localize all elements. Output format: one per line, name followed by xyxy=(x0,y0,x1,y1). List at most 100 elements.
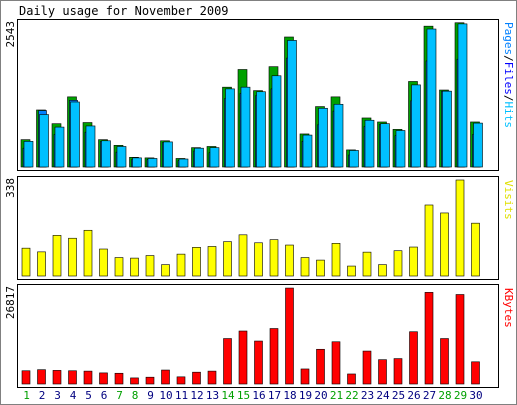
visits-panel-frame xyxy=(17,176,499,280)
visits-bar-day-15 xyxy=(238,234,248,277)
kbytes-bar-day-6 xyxy=(99,372,108,385)
kbytes-bar-day-18 xyxy=(285,287,294,385)
kbytes-bar-day-9 xyxy=(145,376,155,385)
legend-separator-1: / xyxy=(502,55,515,62)
legend-files: Files xyxy=(502,62,515,95)
hits-bar-day-29 xyxy=(457,23,468,168)
hits-bar-day-4 xyxy=(70,101,80,168)
visits-bar-day-19 xyxy=(300,257,310,277)
visits-bar-day-21 xyxy=(331,243,341,277)
visits-bar-day-17 xyxy=(269,239,279,277)
x-tick-label-day-25: 25 xyxy=(392,389,405,402)
hits-bar-day-6 xyxy=(101,140,111,168)
x-tick-label-day-6: 6 xyxy=(101,389,108,402)
kbytes-bar-day-28 xyxy=(440,338,449,385)
hits-bar-day-25 xyxy=(395,130,406,168)
visits-bar-day-11 xyxy=(176,253,186,277)
x-tick-label-day-7: 7 xyxy=(116,389,123,402)
kbytes-bar-day-5 xyxy=(83,370,93,385)
x-tick-label-day-20: 20 xyxy=(314,389,327,402)
x-tick-label-day-26: 26 xyxy=(407,389,420,402)
hits-bar-day-15 xyxy=(240,86,251,168)
kbytes-bar-day-22 xyxy=(347,373,356,385)
visits-bar-day-4 xyxy=(68,237,77,277)
visits-bar-day-28 xyxy=(440,212,449,277)
hits-bar-day-22 xyxy=(349,150,359,168)
kbytes-bar-day-27 xyxy=(424,292,434,385)
kbytes-bar-day-7 xyxy=(114,372,124,385)
hits-bar-day-26 xyxy=(411,84,421,168)
x-axis-labels: 1 2 3 4 5 6 7 8 9 10 11 12 13 14 15 16 17 18 19 20 21 22 23 24 2… xyxy=(23,389,482,402)
x-tick-label-day-8: 8 xyxy=(132,389,139,402)
hits-bar-day-18 xyxy=(287,40,297,168)
hits-bar-day-3 xyxy=(54,126,65,168)
kbytes-bar-day-23 xyxy=(362,350,372,385)
visits-bar-day-5 xyxy=(83,229,93,277)
x-tick-label-day-10: 10 xyxy=(159,389,172,402)
hits-bar-day-7 xyxy=(116,146,127,168)
x-tick-label-day-11: 11 xyxy=(175,389,188,402)
kbytes-bar-day-12 xyxy=(192,371,201,385)
kbytes-bar-day-30 xyxy=(471,361,480,385)
kbytes-bar-day-20 xyxy=(316,348,325,385)
hits-bar-day-19 xyxy=(302,134,313,168)
x-tick-label-day-15: 15 xyxy=(237,389,250,402)
x-tick-label-day-16: 16 xyxy=(252,389,265,402)
kbytes-ymax-label: 26817 xyxy=(4,286,17,319)
visits-bar-day-29 xyxy=(455,179,465,277)
kbytes-bar-day-1 xyxy=(21,370,31,385)
x-tick-label-day-4: 4 xyxy=(70,389,77,402)
hits-legend: Pages/Files/Hits xyxy=(502,22,515,128)
hits-bar-day-28 xyxy=(442,90,452,168)
visits-bar-day-25 xyxy=(393,250,403,277)
kbytes-panel-frame xyxy=(17,284,499,388)
legend-kbytes: KBytes xyxy=(502,288,515,328)
visits-bar-day-7 xyxy=(114,257,124,277)
visits-bar-day-30 xyxy=(471,222,480,277)
kbytes-bar-day-10 xyxy=(161,369,170,385)
kbytes-bar-day-13 xyxy=(207,370,217,385)
legend-separator-2: / xyxy=(502,95,515,102)
kbytes-bar-day-17 xyxy=(269,328,279,385)
visits-bar-day-1 xyxy=(21,247,31,277)
legend-pages: Pages xyxy=(502,22,515,55)
kbytes-bar-day-29 xyxy=(455,294,465,385)
kbytes-bar-day-14 xyxy=(223,338,232,385)
visits-bar-day-18 xyxy=(285,244,294,277)
visits-bar-day-24 xyxy=(378,264,387,277)
hits-bar-day-13 xyxy=(209,147,220,168)
kbytes-bar-day-8 xyxy=(130,377,139,385)
hits-bar-day-30 xyxy=(473,122,483,168)
hits-bar-day-8 xyxy=(132,157,142,168)
x-tick-label-day-18: 18 xyxy=(283,389,296,402)
visits-bar-day-16 xyxy=(254,242,263,277)
kbytes-bar-day-2 xyxy=(37,369,46,385)
kbytes-bar-day-26 xyxy=(409,331,418,385)
visits-bar-day-3 xyxy=(52,235,62,277)
hits-bar-day-17 xyxy=(271,75,282,168)
kbytes-bar-day-15 xyxy=(238,330,248,385)
hits-bar-day-23 xyxy=(364,119,375,168)
visits-bar-day-13 xyxy=(207,246,217,277)
hits-bar-day-14 xyxy=(225,88,235,168)
hits-bar-day-21 xyxy=(333,103,344,168)
visits-bar-day-27 xyxy=(424,204,434,277)
hits-bar-day-11 xyxy=(178,158,189,168)
hits-bar-day-12 xyxy=(194,147,204,168)
hits-bar-day-1 xyxy=(23,141,34,168)
visits-bar-day-9 xyxy=(145,255,155,277)
x-tick-label-day-29: 29 xyxy=(454,389,467,402)
chart-marks xyxy=(20,22,483,385)
kbytes-bar-day-25 xyxy=(393,358,403,385)
hits-panel-frame xyxy=(17,19,499,171)
x-tick-label-day-5: 5 xyxy=(85,389,92,402)
visits-ymax-label: 338 xyxy=(4,178,17,198)
kbytes-bar-day-16 xyxy=(254,340,263,385)
chart-title: Daily usage for November 2009 xyxy=(19,4,229,18)
x-tick-label-day-13: 13 xyxy=(206,389,219,402)
x-tick-label-day-2: 2 xyxy=(39,389,46,402)
visits-bar-day-10 xyxy=(161,264,170,277)
visits-bar-day-14 xyxy=(223,241,232,277)
x-tick-label-day-17: 17 xyxy=(268,389,281,402)
kbytes-bar-day-24 xyxy=(378,359,387,385)
